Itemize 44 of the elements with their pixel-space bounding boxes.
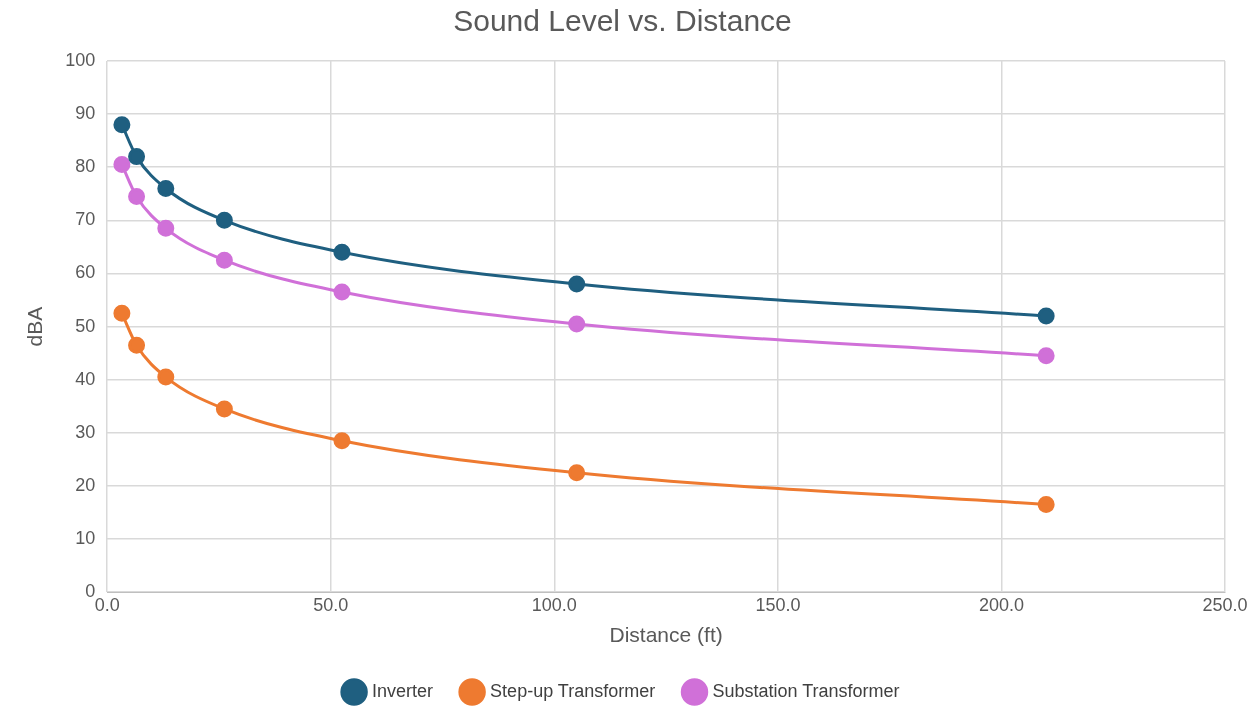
point [1037, 347, 1055, 365]
x-axis-title: Distance (ft) [609, 623, 723, 647]
y-tick-label: 0 [85, 581, 96, 602]
x-tick-label: 0.0 [94, 594, 120, 615]
point [568, 315, 586, 333]
point [113, 116, 131, 134]
point [128, 187, 146, 205]
point [128, 336, 146, 354]
point [215, 400, 233, 418]
y-tick-label: 50 [75, 315, 96, 336]
point [215, 211, 233, 229]
point [568, 464, 586, 482]
point [1037, 496, 1055, 514]
point [157, 179, 175, 197]
point [215, 251, 233, 269]
point [333, 432, 351, 450]
point [333, 283, 351, 301]
legend-label: Substation Transformer [712, 680, 900, 701]
point [1037, 307, 1055, 325]
y-tick-label: 10 [75, 528, 96, 549]
y-tick-label: 60 [75, 262, 96, 283]
point [113, 304, 131, 322]
y-tick-label: 30 [75, 421, 96, 442]
point [113, 156, 131, 174]
legend-label: Step-up Transformer [490, 680, 656, 701]
y-tick-label: 20 [75, 474, 96, 495]
y-tick-label: 70 [75, 209, 96, 230]
legend-label: Inverter [372, 680, 434, 701]
x-tick-label: 200.0 [978, 594, 1024, 615]
point [128, 148, 146, 166]
y-tick-label: 90 [75, 103, 96, 124]
point [157, 219, 175, 237]
y-tick-label: 40 [75, 368, 96, 389]
x-tick-label: 150.0 [755, 594, 801, 615]
y-tick-label: 100 [65, 49, 96, 70]
x-tick-label: 250.0 [1202, 594, 1248, 615]
point [333, 243, 351, 261]
y-axis-title: dBA [23, 306, 47, 347]
point [157, 368, 175, 386]
point [568, 275, 586, 293]
y-tick-label: 80 [75, 156, 96, 177]
chart-title: Sound Level vs. Distance [453, 4, 792, 38]
x-tick-label: 100.0 [531, 594, 577, 615]
x-tick-label: 50.0 [313, 594, 349, 615]
